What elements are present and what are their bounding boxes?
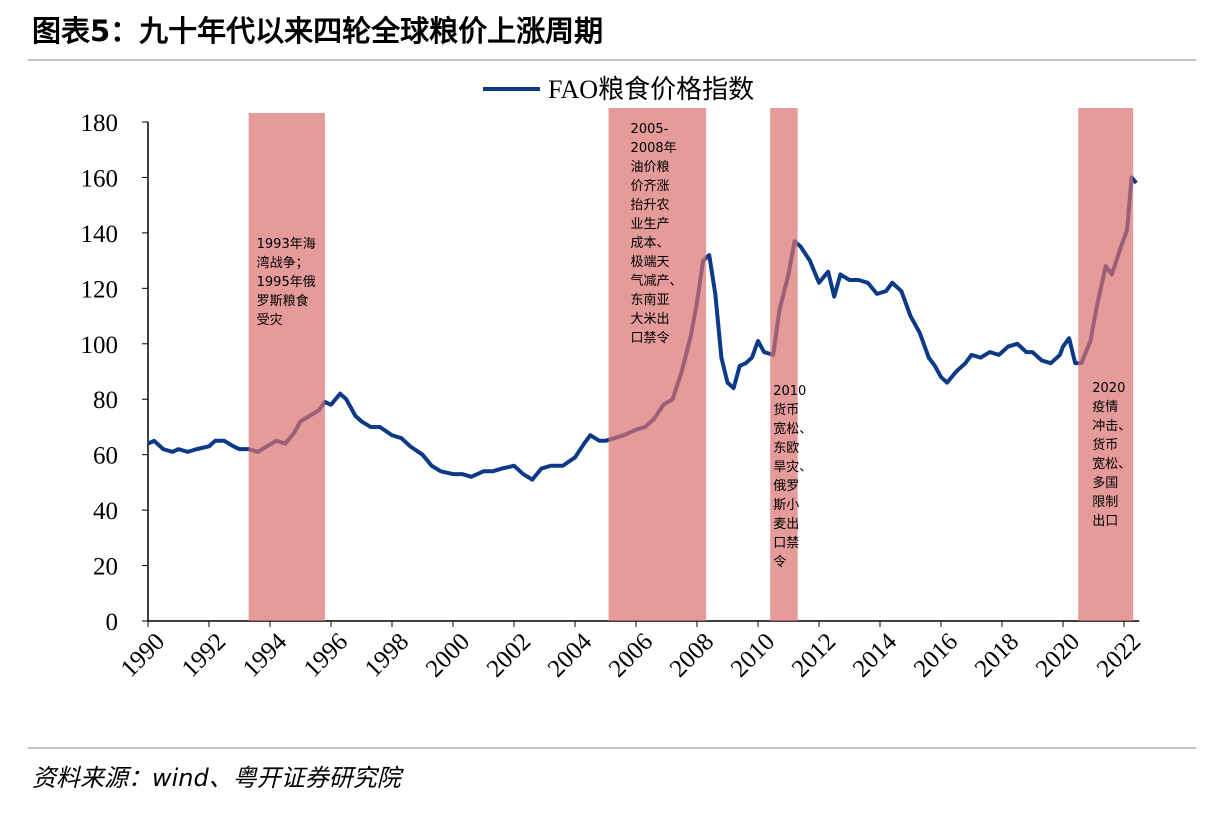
highlight-band (770, 108, 798, 621)
annotation: 宽松、 (773, 421, 812, 437)
y-tick-label: 40 (93, 498, 118, 525)
annotation: 1993年海 (257, 237, 316, 252)
annotation: 受灾 (257, 312, 283, 328)
annotation: 麦出 (773, 517, 799, 532)
annotation: 宽松、 (1092, 456, 1131, 472)
annotation: 令 (773, 555, 786, 570)
highlight-band (248, 113, 325, 621)
x-tick-label: 2008 (665, 628, 719, 682)
highlight-band (608, 108, 707, 621)
annotation: 口禁令 (631, 331, 670, 346)
annotation: 油价粮 (631, 160, 670, 175)
x-tick-label: 2006 (604, 628, 658, 682)
x-tick-label: 2002 (482, 628, 536, 682)
annotation: 大米出 (631, 312, 670, 327)
x-tick-label: 1990 (116, 628, 170, 682)
x-tick-label: 2018 (970, 628, 1024, 682)
chart-title: 图表5：九十年代以来四轮全球粮价上涨周期 (32, 14, 603, 48)
annotation: 1995年俄 (257, 275, 316, 290)
annotation: 2008年 (631, 141, 677, 156)
source: 资料来源：wind、粤开证券研究院 (32, 764, 405, 792)
annotation: 货币 (773, 402, 799, 418)
annotation: 极端天 (631, 255, 670, 270)
annotation: 业生产 (631, 217, 670, 232)
x-tick-label: 1994 (238, 628, 293, 683)
annotation: 罗斯粮食 (257, 293, 309, 309)
annotation: 冲击、 (1092, 419, 1131, 434)
x-tick-label: 2004 (543, 628, 598, 683)
y-tick-label: 80 (93, 387, 118, 414)
x-tick-label: 2010 (726, 628, 780, 682)
annotation: 多国 (1092, 475, 1118, 491)
x-tick-label: 2020 (1031, 628, 1085, 682)
annotation: 出口 (1092, 514, 1118, 529)
annotation: 2005- (631, 122, 669, 137)
annotation: 气减产、 (631, 273, 683, 289)
annotation: 成本、 (631, 236, 670, 251)
annotation: 斯小 (773, 498, 799, 513)
highlight-band (1078, 108, 1134, 621)
x-tick-label: 1992 (177, 628, 231, 682)
annotation: 旱灾、 (773, 459, 812, 475)
annotation: 俄罗 (773, 479, 799, 494)
x-tick-label: 1998 (360, 628, 414, 682)
legend-label: FAO粮食价格指数 (548, 75, 754, 104)
y-tick-label: 120 (81, 276, 119, 303)
x-tick-label: 2014 (848, 628, 903, 683)
y-tick-label: 100 (81, 332, 119, 359)
annotation: 东欧 (773, 441, 799, 456)
annotation: 2010 (773, 384, 806, 399)
annotation: 东南亚 (631, 292, 670, 308)
y-tick-label: 180 (81, 110, 119, 137)
y-tick-label: 0 (106, 609, 119, 636)
annotation: 湾战争； (257, 255, 309, 271)
annotation: 口禁 (773, 536, 799, 551)
annotation: 抬升农 (631, 198, 670, 213)
x-tick-label: 2022 (1092, 628, 1146, 682)
y-tick-label: 20 (93, 554, 118, 581)
x-tick-label: 2016 (909, 628, 963, 682)
y-tick-label: 160 (81, 165, 119, 192)
annotation: 2020 (1092, 381, 1125, 396)
annotation: 价齐涨 (631, 178, 670, 194)
annotation: 货币 (1092, 437, 1118, 453)
annotation: 疫情 (1092, 399, 1118, 415)
x-tick-label: 2000 (421, 628, 475, 682)
y-tick-label: 60 (93, 443, 118, 470)
x-tick-label: 1996 (299, 628, 353, 682)
x-tick-label: 2012 (787, 628, 841, 682)
annotation: 限制 (1092, 495, 1118, 510)
y-tick-label: 140 (81, 221, 119, 248)
